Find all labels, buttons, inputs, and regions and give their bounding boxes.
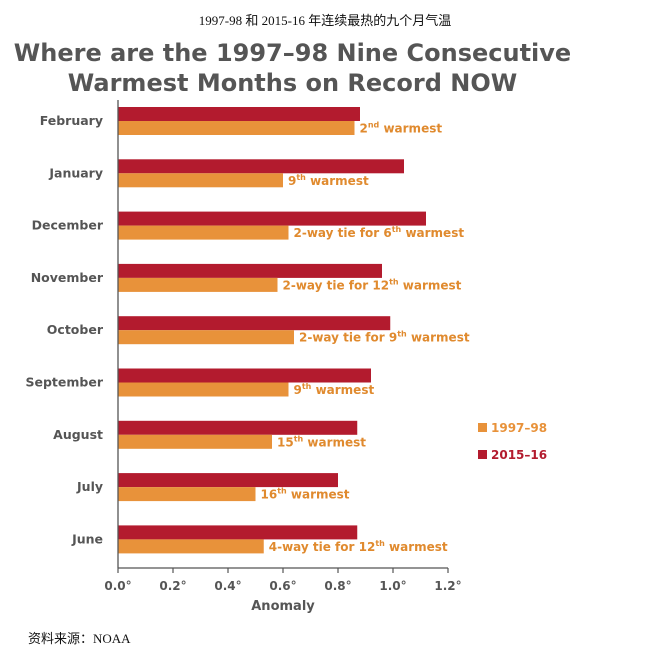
category-label-september: September <box>26 375 104 390</box>
bar-1997-98-august <box>118 434 272 449</box>
top-caption: 1997-98 和 2015-16 年连续最热的九个月气温 <box>198 13 452 28</box>
legend-swatch-1997-98 <box>478 423 487 432</box>
category-label-october: October <box>47 322 104 337</box>
x-tick-label: 0.8° <box>324 579 351 593</box>
chart-title-line-1: Where are the 1997–98 Nine Consecutive <box>13 39 572 67</box>
legend-swatch-2015-16 <box>478 450 487 459</box>
bar-1997-98-june <box>118 539 264 554</box>
chart-title-line-2: Warmest Months on Record NOW <box>67 69 518 97</box>
category-label-july: July <box>76 479 103 494</box>
bar-note-august: 15th warmest <box>277 434 366 449</box>
bar-1997-98-november <box>118 277 278 292</box>
bar-note-november: 2-way tie for 12th warmest <box>283 277 462 292</box>
category-label-november: November <box>31 270 104 285</box>
bar-note-december: 2-way tie for 6th warmest <box>294 225 465 240</box>
category-label-june: June <box>71 531 103 546</box>
source-caption: 资料来源：NOAA <box>28 631 131 646</box>
x-tick-label: 1.2° <box>434 579 461 593</box>
bar-2015-16-january <box>118 159 404 174</box>
x-axis-title: Anomaly <box>251 599 315 614</box>
bar-1997-98-january <box>118 173 283 188</box>
bar-note-june: 4-way tie for 12th warmest <box>269 539 448 554</box>
bar-2015-16-july <box>118 473 338 488</box>
bar-note-september: 9th warmest <box>294 382 375 397</box>
bar-1997-98-july <box>118 487 256 502</box>
bar-2015-16-october <box>118 316 391 331</box>
bar-1997-98-october <box>118 330 294 345</box>
bar-note-october: 2-way tie for 9th warmest <box>299 330 470 345</box>
legend-label-1997-98: 1997–98 <box>491 421 547 435</box>
x-tick-label: 0.6° <box>269 579 296 593</box>
bar-note-february: 2nd warmest <box>360 121 443 136</box>
x-tick-label: 0.0° <box>104 579 131 593</box>
bar-1997-98-december <box>118 225 289 240</box>
bar-note-july: 16th warmest <box>261 487 350 502</box>
category-label-december: December <box>32 218 104 233</box>
chart-title: Where are the 1997–98 Nine Consecutive W… <box>0 38 585 98</box>
category-label-january: January <box>48 165 103 180</box>
bar-2015-16-december <box>118 211 426 226</box>
bar-2015-16-february <box>118 107 360 121</box>
category-label-february: February <box>40 113 103 128</box>
x-tick-label: 0.4° <box>214 579 241 593</box>
bar-1997-98-february <box>118 121 355 135</box>
bar-2015-16-june <box>118 525 358 540</box>
legend-label-2015-16: 2015–16 <box>491 448 547 462</box>
bar-note-january: 9th warmest <box>288 173 369 188</box>
bar-2015-16-november <box>118 263 382 278</box>
x-tick-label: 0.2° <box>159 579 186 593</box>
category-label-august: August <box>53 427 103 442</box>
x-tick-label: 1.0° <box>379 579 406 593</box>
bar-2015-16-september <box>118 368 371 383</box>
bar-1997-98-september <box>118 382 289 397</box>
bar-2015-16-august <box>118 420 358 435</box>
